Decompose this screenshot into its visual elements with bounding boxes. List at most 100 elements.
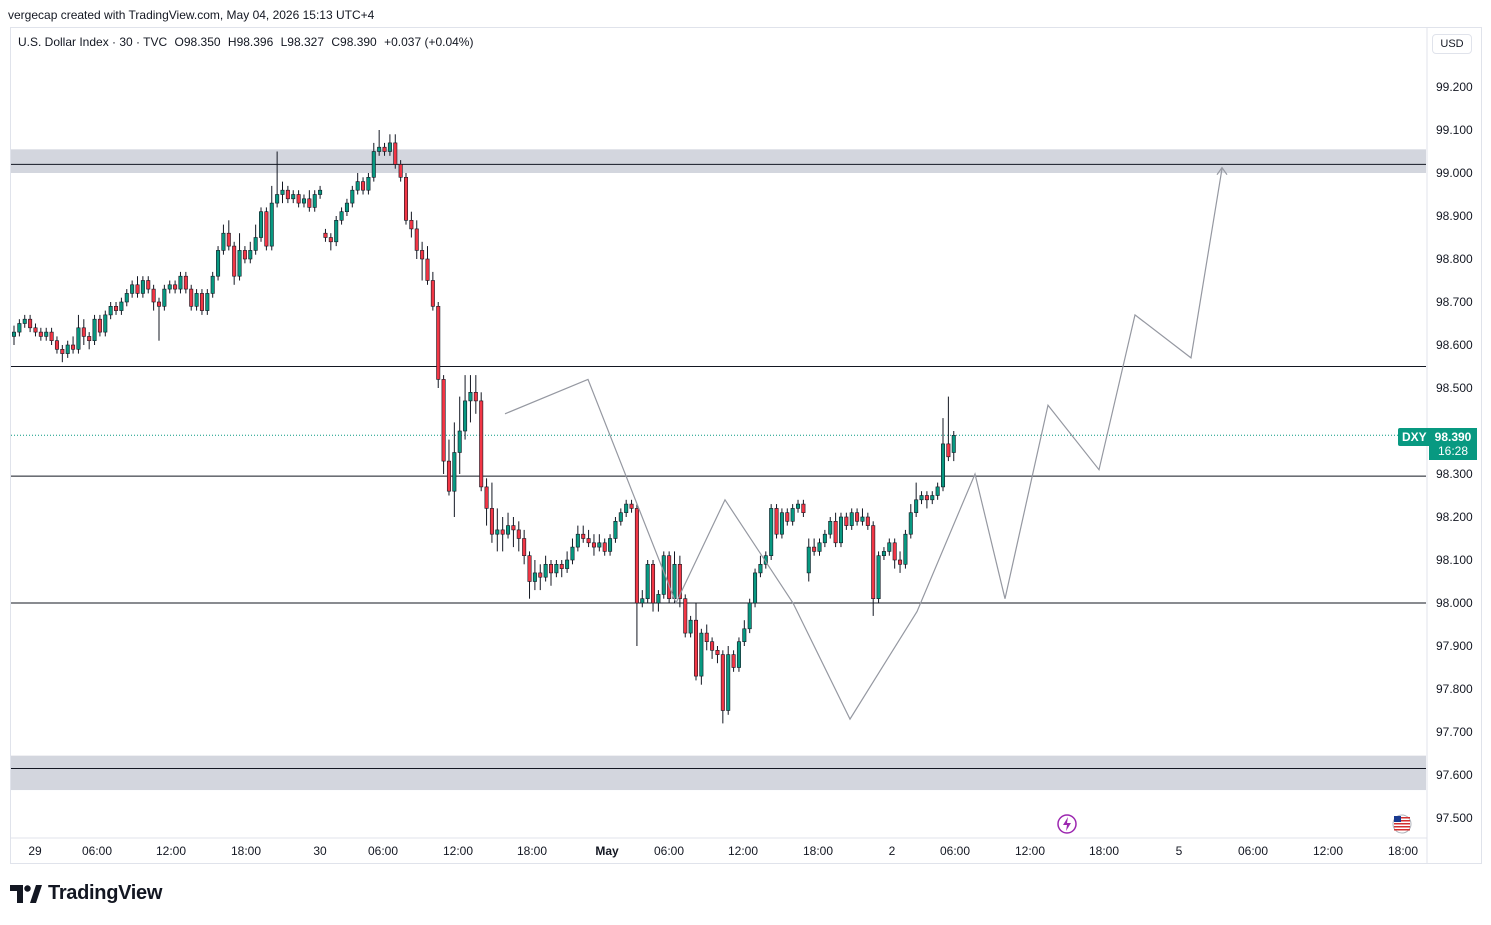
candle[interactable] <box>17 319 22 337</box>
candle[interactable] <box>420 241 425 281</box>
candle[interactable] <box>677 555 682 608</box>
candle[interactable] <box>156 297 161 341</box>
candle[interactable] <box>715 646 720 664</box>
candle[interactable] <box>135 276 140 298</box>
candle[interactable] <box>575 525 580 552</box>
candle[interactable] <box>710 637 715 659</box>
candle[interactable] <box>339 207 344 225</box>
us-flag-icon[interactable] <box>1392 814 1412 834</box>
candle[interactable] <box>242 246 247 264</box>
candle[interactable] <box>28 314 33 333</box>
candle[interactable] <box>640 590 645 608</box>
candle[interactable] <box>683 594 688 638</box>
candle[interactable] <box>645 560 650 603</box>
candle[interactable] <box>919 491 924 505</box>
candle[interactable] <box>951 431 956 462</box>
candle[interactable] <box>495 508 500 552</box>
candle[interactable] <box>736 637 741 672</box>
candle[interactable] <box>285 185 290 204</box>
candle[interactable] <box>876 551 881 603</box>
candle[interactable] <box>264 207 269 251</box>
candle[interactable] <box>473 375 478 414</box>
candle[interactable] <box>656 590 661 612</box>
candle[interactable] <box>124 289 129 307</box>
projection-path[interactable] <box>504 168 1223 721</box>
candle[interactable] <box>307 190 312 212</box>
candle[interactable] <box>199 289 204 315</box>
candle[interactable] <box>210 271 215 298</box>
candle[interactable] <box>844 512 849 530</box>
candle[interactable] <box>463 375 468 440</box>
candle[interactable] <box>532 560 537 591</box>
candle[interactable] <box>430 271 435 311</box>
candle[interactable] <box>742 620 747 646</box>
candle[interactable] <box>253 224 258 255</box>
candle[interactable] <box>425 246 430 285</box>
candle[interactable] <box>441 375 446 474</box>
candle[interactable] <box>71 336 76 354</box>
candle[interactable] <box>140 276 145 298</box>
candle[interactable] <box>570 538 575 565</box>
candle[interactable] <box>484 478 489 526</box>
candle[interactable] <box>301 194 306 208</box>
candle[interactable] <box>774 504 779 539</box>
candle[interactable] <box>731 650 736 672</box>
candle[interactable] <box>548 560 553 586</box>
candle[interactable] <box>446 439 451 496</box>
candle[interactable] <box>865 512 870 530</box>
candle[interactable] <box>205 289 210 315</box>
candle[interactable] <box>275 151 280 208</box>
candle[interactable] <box>114 302 119 315</box>
candle[interactable] <box>769 504 774 560</box>
candle[interactable] <box>602 538 607 556</box>
candle[interactable] <box>414 220 419 259</box>
candle[interactable] <box>350 185 355 208</box>
candle[interactable] <box>924 491 929 509</box>
candle[interactable] <box>506 512 511 539</box>
candle[interactable] <box>323 228 328 242</box>
candle[interactable] <box>720 650 725 724</box>
candle[interactable] <box>688 615 693 638</box>
candle[interactable] <box>12 325 17 345</box>
candle[interactable] <box>591 534 596 556</box>
candle[interactable] <box>167 280 172 294</box>
candle[interactable] <box>651 560 656 612</box>
candle[interactable] <box>941 418 946 492</box>
candle[interactable] <box>930 491 935 505</box>
candle[interactable] <box>838 512 843 548</box>
candle[interactable] <box>898 551 903 573</box>
candle[interactable] <box>935 482 940 500</box>
candle[interactable] <box>747 598 752 634</box>
candle[interactable] <box>693 603 698 681</box>
candle[interactable] <box>97 314 102 337</box>
candle[interactable] <box>812 538 817 556</box>
candle[interactable] <box>946 396 951 462</box>
candle[interactable] <box>581 525 586 543</box>
symbol-legend[interactable]: U.S. Dollar Index · 30 · TVC O98.350 H98… <box>18 35 477 49</box>
candle[interactable] <box>892 538 897 569</box>
candle[interactable] <box>608 534 613 556</box>
candle[interactable] <box>586 529 591 548</box>
candle[interactable] <box>355 173 360 195</box>
demand-zone[interactable] <box>11 755 1426 791</box>
candle[interactable] <box>801 499 806 517</box>
candle[interactable] <box>779 508 784 539</box>
candle[interactable] <box>44 327 49 341</box>
candle[interactable] <box>457 396 462 474</box>
candle[interactable] <box>92 314 97 345</box>
candle[interactable] <box>259 207 264 242</box>
candle[interactable] <box>366 173 371 195</box>
candle[interactable] <box>806 538 811 582</box>
candle[interactable] <box>377 130 382 156</box>
candle[interactable] <box>613 517 618 543</box>
candle[interactable] <box>881 547 886 560</box>
candle[interactable] <box>162 284 167 311</box>
candle[interactable] <box>312 190 317 212</box>
candle[interactable] <box>790 504 795 526</box>
candle[interactable] <box>527 551 532 599</box>
candle[interactable] <box>328 233 333 251</box>
candle[interactable] <box>914 482 919 517</box>
candle[interactable] <box>189 284 194 311</box>
candle[interactable] <box>822 529 827 548</box>
candle[interactable] <box>559 560 564 578</box>
